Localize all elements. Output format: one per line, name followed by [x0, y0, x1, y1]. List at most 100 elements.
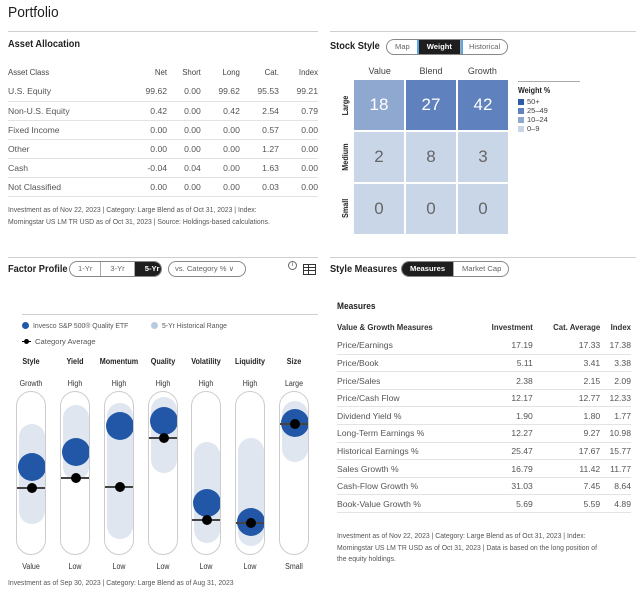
value-cell: 99.62	[128, 82, 168, 102]
table-row: U.S. Equity 99.62 0.00 99.62 95.53 99.21	[8, 82, 318, 102]
factor-header: Volatility	[191, 357, 221, 366]
value-cell: 17.38	[600, 336, 631, 355]
factor-top-label: High	[67, 379, 83, 388]
value-cell: 1.63	[239, 158, 279, 178]
col-long: Long	[222, 68, 240, 77]
tab-weight[interactable]: Weight	[416, 40, 463, 54]
value-cell: 12.77	[532, 389, 601, 408]
measure-name-cell: Price/Cash Flow	[337, 389, 474, 408]
value-cell: 5.69	[473, 494, 533, 514]
factor-profile-note: Investment as of Sep 30, 2023 | Category…	[8, 578, 234, 587]
style-box-cell: 2	[354, 132, 404, 182]
factor-bottom-label: Small	[285, 562, 303, 571]
category-marker	[159, 433, 169, 443]
asset-allocation-title: Asset Allocation	[8, 38, 81, 50]
measure-name-cell: Book-Value Growth %	[337, 494, 474, 514]
tab-1yr[interactable]: 1-Yr	[70, 262, 102, 276]
measure-name-cell: Sales Growth %	[337, 459, 474, 478]
value-cell: 16.79	[473, 459, 533, 478]
asset-class-cell: Fixed Income	[8, 120, 128, 140]
col-short: Short	[182, 68, 201, 77]
fund-marker	[18, 453, 45, 481]
style-box-cell: 42	[458, 80, 508, 130]
table-row: Book-Value Growth % 5.69 5.59 4.89	[337, 494, 631, 514]
tab-3yr[interactable]: 3-Yr	[101, 262, 135, 276]
category-average-icon	[22, 338, 31, 345]
asset-class-cell: Not Classified	[8, 177, 128, 197]
style-box-cell: 0	[458, 184, 508, 234]
value-cell: 3.41	[532, 354, 601, 373]
tab-measures[interactable]: Measures	[402, 262, 455, 276]
value-cell: 0.00	[167, 101, 201, 121]
compare-select[interactable]: vs. Category % ∨	[168, 261, 246, 277]
info-icon[interactable]: i	[288, 261, 297, 270]
col-cat-average: Cat. Average	[553, 323, 601, 333]
value-cell: 0.00	[200, 120, 240, 140]
value-cell: 0.00	[167, 120, 201, 140]
factor-top-label: High	[111, 379, 127, 388]
tab-market-cap[interactable]: Market Cap	[462, 264, 502, 273]
value-cell: 11.42	[532, 459, 601, 478]
factor-bottom-label: Low	[243, 562, 257, 571]
factor-bottom-label: Low	[199, 562, 213, 571]
table-row: Dividend Yield % 1.90 1.80 1.77	[337, 406, 631, 426]
measures-table: Value & Growth Measures Investment Cat. …	[337, 319, 631, 514]
value-cell: 1.77	[600, 406, 631, 426]
period-tabs: 1-Yr 3-Yr 5-Yr	[69, 261, 162, 277]
col-index: Index	[298, 68, 318, 77]
factor-legend: Invesco S&P 500® Quality ETF 5-Yr Histor…	[22, 321, 234, 330]
factor-bottom-label: Low	[156, 562, 170, 571]
divider	[330, 257, 636, 258]
divider	[8, 257, 318, 258]
factor-pill	[104, 391, 134, 555]
value-cell: 7.45	[532, 477, 601, 496]
measure-name-cell: Price/Sales	[337, 371, 474, 390]
factor-top-label: High	[242, 379, 258, 388]
asset-allocation-note: Investment as of Nov 22, 2023 | Category…	[8, 204, 314, 227]
row-label-large: Large	[340, 95, 350, 116]
category-marker	[202, 515, 212, 525]
table-header-row: Value & Growth Measures Investment Cat. …	[337, 319, 631, 337]
measure-name-cell: Dividend Yield %	[337, 406, 474, 426]
style-measures-note: Investment as of Nov 22, 2023 | Category…	[337, 530, 634, 565]
table-row: Fixed Income 0.00 0.00 0.00 0.57 0.00	[8, 120, 318, 140]
note-line: the equity holdings.	[337, 554, 396, 563]
value-cell: 0.04	[167, 158, 201, 178]
page-title: Portfolio	[8, 4, 59, 21]
factor-top-label: High	[198, 379, 214, 388]
table-row: Not Classified 0.00 0.00 0.00 0.03 0.00	[8, 177, 318, 197]
value-cell: 1.90	[473, 406, 533, 426]
factor-bottom-label: Low	[112, 562, 126, 571]
table-row: Long-Term Earnings % 12.27 9.27 10.98	[337, 424, 631, 443]
style-box-grid: 18 27 42 2 8 3 0 0 0	[354, 80, 508, 234]
tab-map[interactable]: Map	[387, 40, 419, 54]
style-row-labels: Large Medium Small	[338, 80, 352, 234]
col-index: Index	[610, 323, 631, 333]
value-cell: 0.00	[278, 139, 318, 159]
value-cell: 10.98	[600, 424, 631, 443]
value-cell: 0.00	[200, 139, 240, 159]
table-row: Historical Earnings % 25.47 17.67 15.77	[337, 442, 631, 461]
category-marker	[246, 518, 256, 528]
legend-cat-label: Category Average	[35, 337, 96, 346]
asset-class-cell: Other	[8, 139, 128, 159]
style-measures-title: Style Measures	[330, 263, 398, 275]
table-view-icon[interactable]	[303, 264, 316, 275]
value-cell: 0.00	[278, 120, 318, 140]
factor-top-label: High	[155, 379, 171, 388]
tab-historical[interactable]: Historical	[468, 42, 501, 51]
col-investment: Investment	[491, 323, 533, 333]
tab-5yr[interactable]: 5-Yr	[134, 262, 161, 276]
note-line: Investment as of Nov 22, 2023 | Category…	[337, 531, 586, 540]
divider	[22, 314, 318, 315]
value-cell: 8.64	[600, 477, 631, 496]
note-line: Morningstar US LM TR USD as of Oct 31, 2…	[8, 216, 270, 226]
value-cell: 1.27	[239, 139, 279, 159]
value-cell: 0.00	[167, 82, 201, 102]
asset-allocation-table: Asset Class Net Short Long Cat. Index U.…	[8, 63, 318, 197]
table-row: Cash -0.04 0.04 0.00 1.63 0.00	[8, 158, 318, 178]
value-cell: 3.38	[600, 354, 631, 373]
style-box-cell: 3	[458, 132, 508, 182]
style-box-cell: 0	[354, 184, 404, 234]
factor-header: Momentum	[99, 357, 139, 366]
